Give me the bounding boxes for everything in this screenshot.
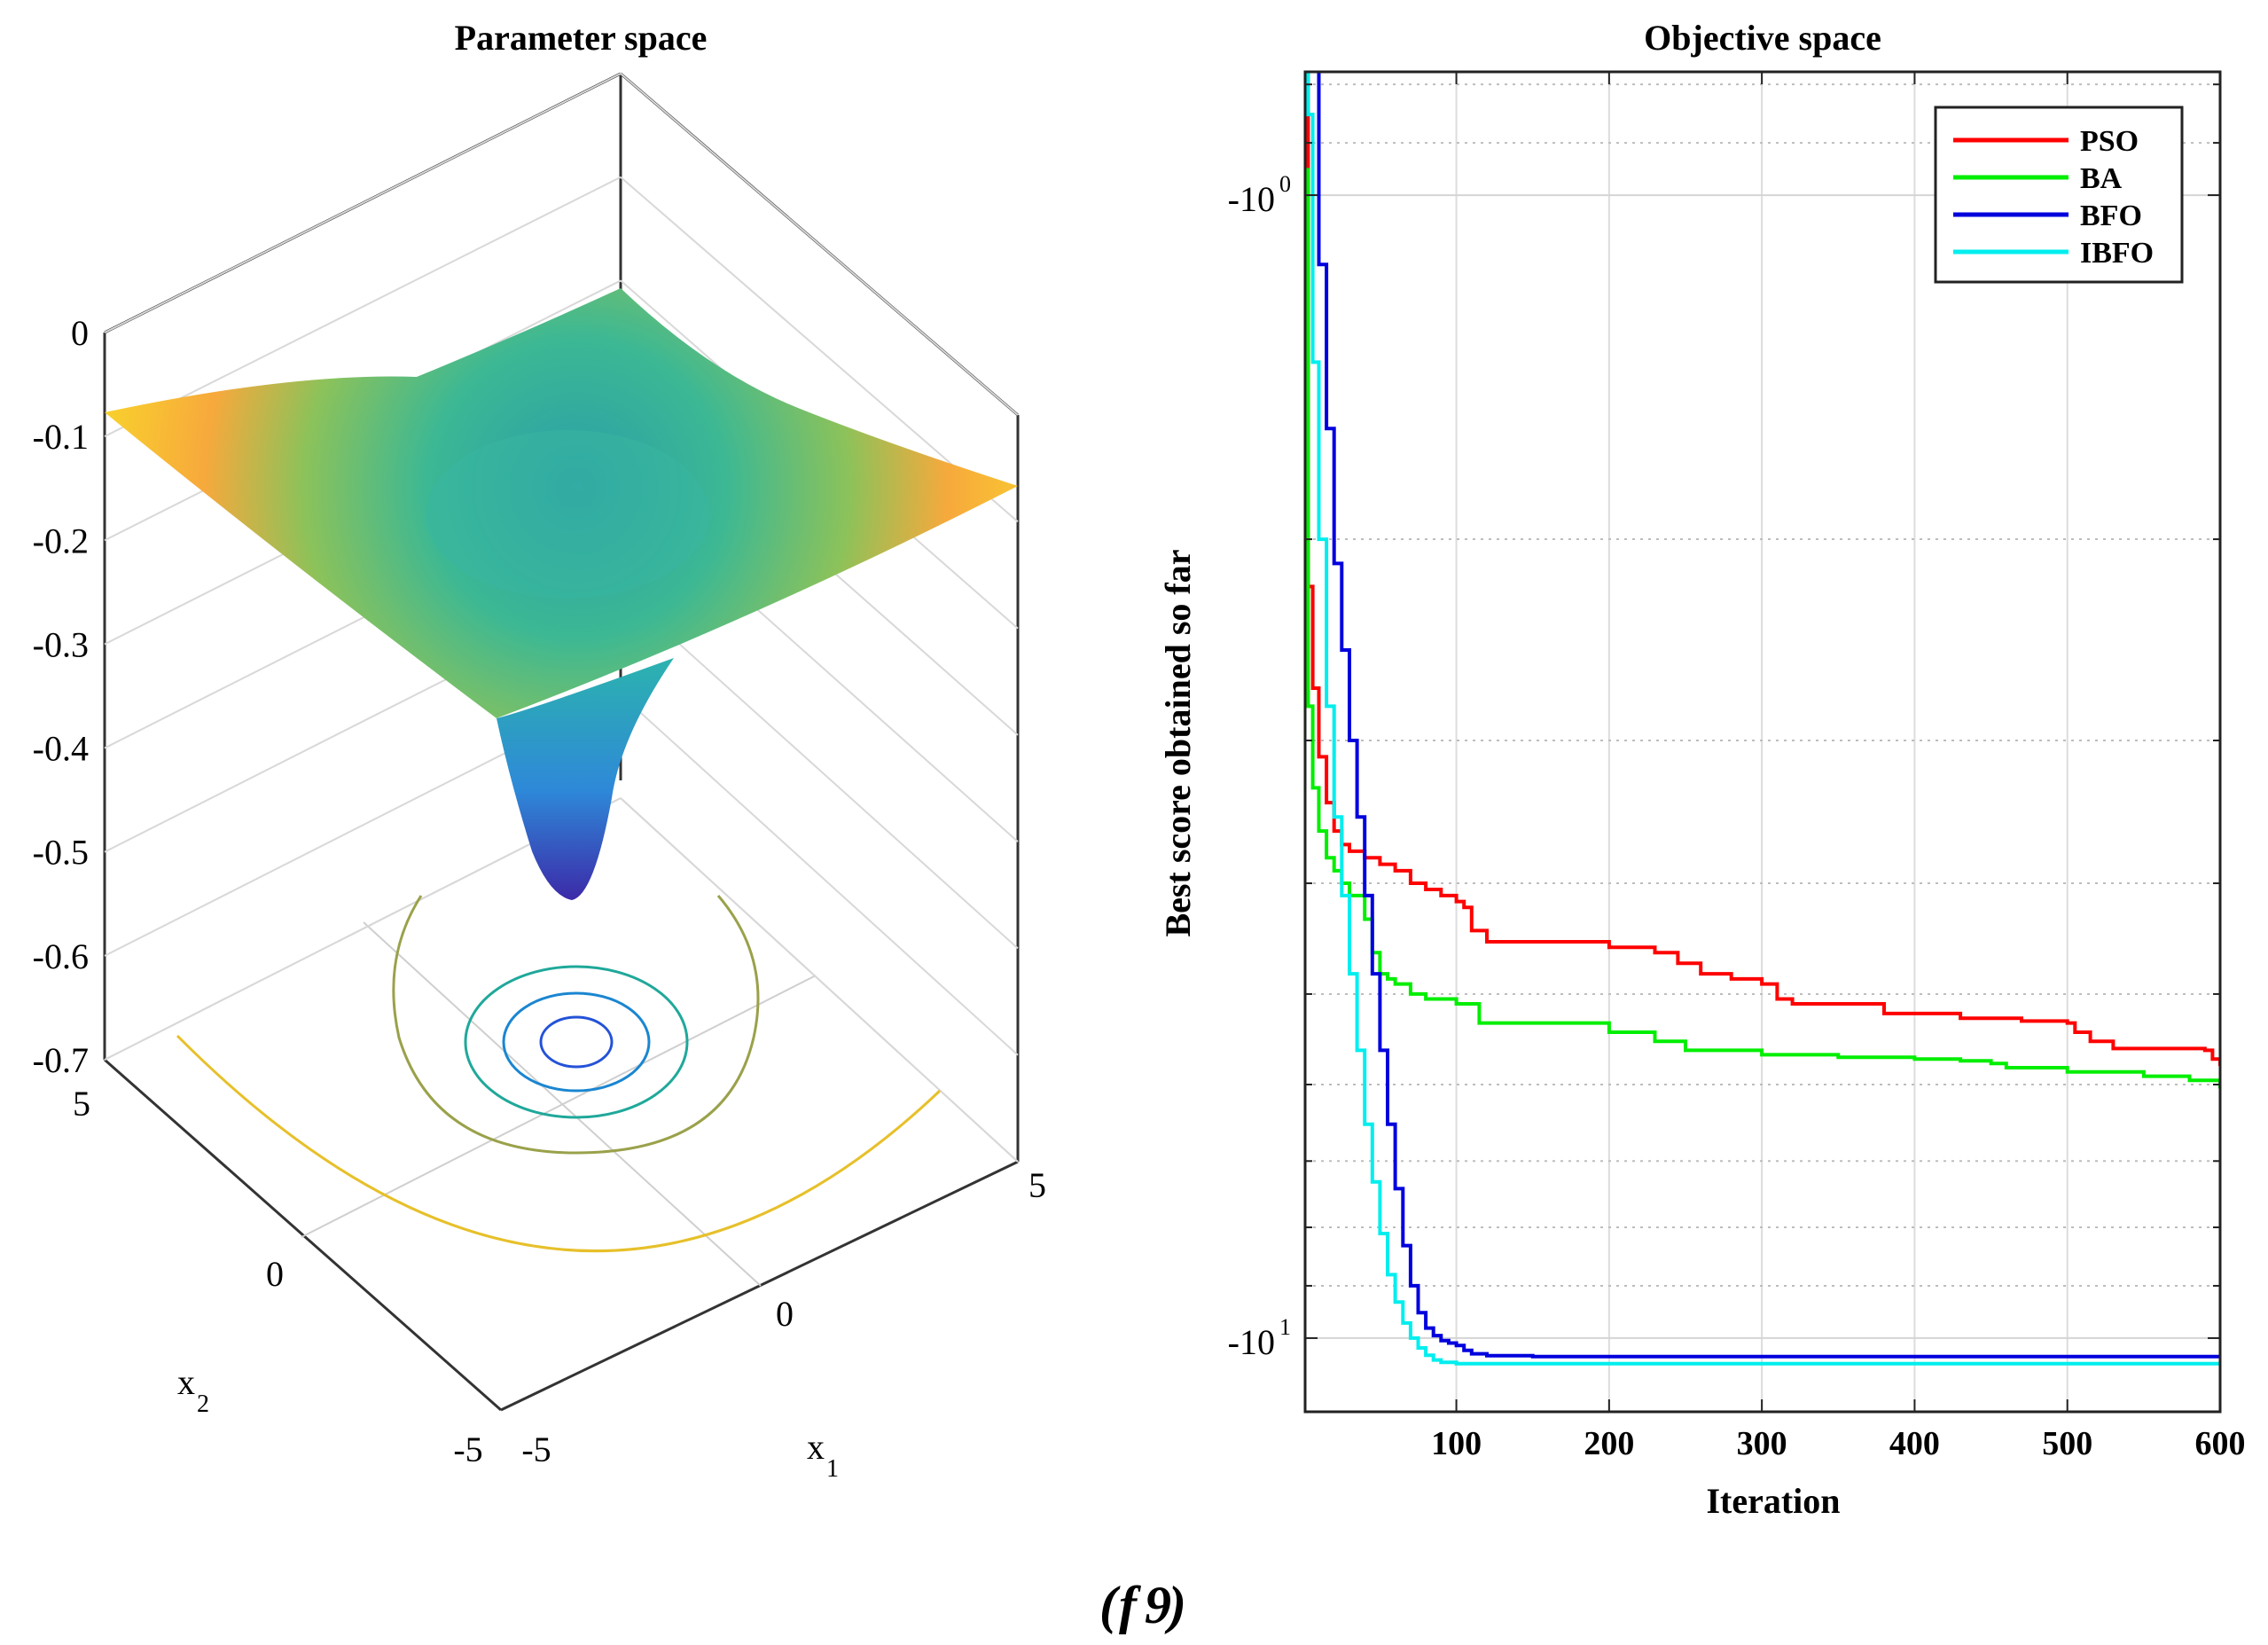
floor-contours [176, 895, 942, 1253]
x-tick-label: 500 [2042, 1425, 2092, 1462]
series-line-ba [1305, 168, 2220, 1089]
z-gridline-right [620, 797, 1019, 1163]
x1-tick-mid: 0 [776, 1294, 794, 1334]
x-tick-label: 200 [1584, 1425, 1634, 1462]
z-tick-label: -0.6 [33, 936, 89, 976]
svg-text:x: x [807, 1427, 825, 1467]
legend-entry-ibfo: IBFO [1953, 237, 2154, 270]
legend-entry-bfo: BFO [1953, 200, 2142, 232]
axis-ticks: 100 200 300 400 500 600-10 0-10 1 [1228, 72, 2246, 1462]
legend-label: BFO [2080, 200, 2142, 232]
parameter-space-plot: Parameter space [33, 18, 1046, 1483]
legend-label: BA [2080, 162, 2123, 195]
series-line-pso [1305, 72, 2220, 1067]
series-line-ibfo [1306, 72, 2220, 1366]
contour-3 [464, 965, 689, 1119]
legend-entry-ba: BA [1953, 162, 2123, 195]
legend-entry-pso: PSO [1953, 125, 2139, 158]
z-gridline-left [104, 73, 622, 333]
y-tick-label: -10 1 [1228, 1314, 1291, 1362]
surface-well [426, 430, 709, 599]
svg-text:-10: -10 [1228, 1322, 1275, 1362]
z-tick-labels: 0 -0.1 -0.2 -0.3 -0.4 -0.5 -0.6 -0.7 [33, 313, 89, 1080]
z-tick-label: -0.7 [33, 1040, 89, 1080]
svg-text:9: 9 [1145, 1576, 1171, 1634]
contour-outer [176, 1034, 942, 1253]
legend-label: PSO [2080, 125, 2139, 158]
svg-text:-10: -10 [1228, 179, 1275, 219]
x2-tick-mid: 0 [266, 1254, 284, 1294]
svg-text:x: x [177, 1362, 195, 1402]
x-tick-label: 300 [1737, 1425, 1787, 1462]
svg-text:f: f [1119, 1576, 1141, 1634]
right-title: Objective space [1644, 18, 1881, 58]
z-gridline-right [620, 693, 1019, 1056]
z-tick-label: -0.5 [33, 833, 89, 873]
figure-caption: ( f 9 ) [1099, 1576, 1186, 1634]
x-tick-label: 400 [1889, 1425, 1940, 1462]
left-title: Parameter space [455, 18, 708, 58]
x-axis-label: Iteration [1706, 1481, 1840, 1521]
z-tick-label: -0.2 [33, 521, 89, 560]
svg-text:): ) [1164, 1576, 1186, 1634]
svg-text:0: 0 [1279, 171, 1291, 197]
z-tick-label: -0.4 [33, 729, 89, 769]
gridlines [1305, 72, 2221, 1412]
z-gridline-right [620, 590, 1019, 950]
x1-tick-max: 5 [1028, 1165, 1046, 1205]
svg-text:2: 2 [197, 1390, 209, 1418]
x-tick-label: 100 [1431, 1425, 1482, 1462]
z-gridline-left [104, 176, 622, 438]
z-tick-label: -0.3 [33, 624, 89, 664]
contour-5 [539, 1015, 614, 1069]
z-tick-label: -0.1 [33, 417, 89, 457]
series-line-bfo [1317, 72, 2220, 1359]
legend-label: IBFO [2080, 237, 2154, 270]
svg-text:(: ( [1099, 1576, 1121, 1634]
x-tick-label: 600 [2195, 1425, 2246, 1462]
series-lines [1305, 72, 2220, 1366]
y-tick-label: -10 0 [1228, 171, 1291, 219]
x2-tick-min: -5 [453, 1430, 482, 1469]
contour-2 [392, 895, 760, 1155]
x2-tick-max: 5 [73, 1084, 90, 1124]
svg-text:1: 1 [826, 1455, 839, 1483]
x2-axis-label: x 2 [177, 1362, 209, 1418]
objective-space-plot: Objective space 100 200 300 400 500 600-10 0-1… [1158, 18, 2246, 1521]
svg-text:1: 1 [1279, 1314, 1291, 1340]
x1-tick-min: -5 [521, 1430, 551, 1469]
surface-funnel [497, 658, 674, 900]
contour-4 [502, 991, 651, 1093]
z-gridline-right [620, 73, 1019, 416]
legend: PSO BA BFO IBFO [1934, 106, 2184, 284]
x1-axis-label: x 1 [807, 1427, 839, 1483]
z-tick-label: 0 [71, 313, 89, 353]
y-axis-label: Best score obtained so far [1158, 550, 1198, 937]
